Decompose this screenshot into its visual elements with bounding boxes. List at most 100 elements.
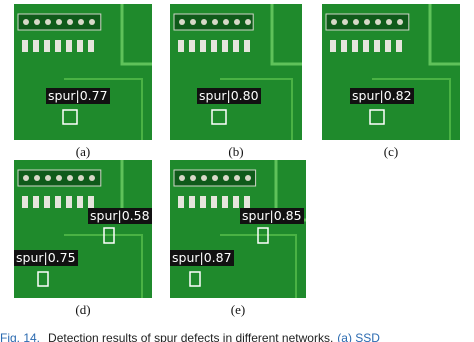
- pcb-pad: [223, 175, 229, 181]
- detection-label: spur|0.77: [48, 88, 108, 103]
- panel: [170, 160, 306, 298]
- detection-tag: [88, 208, 152, 224]
- detection-label: spur|0.82: [352, 88, 412, 103]
- subfigure-label: (d): [75, 302, 90, 317]
- pcb-component: [55, 40, 61, 52]
- pcb-pad: [364, 19, 370, 25]
- pcb-component: [178, 196, 184, 208]
- pcb-pad: [331, 19, 337, 25]
- pcb-pad: [245, 19, 251, 25]
- pcb-component: [189, 196, 195, 208]
- panel: [14, 4, 152, 140]
- caption: Fig. 14. Detection results of spur defect…: [0, 331, 380, 342]
- pcb-component: [44, 196, 50, 208]
- pcb-component: [88, 196, 94, 208]
- defect-box: [189, 271, 201, 287]
- pcb-component: [211, 40, 217, 52]
- pcb-trace: [270, 4, 302, 66]
- pcb-component: [341, 40, 347, 52]
- pcb-component: [22, 40, 28, 52]
- pcb-component: [222, 196, 228, 208]
- detection-tag: [46, 88, 110, 104]
- pcb-component: [385, 40, 391, 52]
- defect-box: [257, 227, 269, 244]
- pcb-pad: [56, 175, 62, 181]
- detection-label: spur|0.58: [90, 208, 150, 223]
- subfigure-label: (b): [228, 144, 243, 159]
- pcb-pad: [234, 19, 240, 25]
- detection-label: spur|0.87: [172, 250, 232, 265]
- pcb-component: [244, 40, 250, 52]
- pcb-pad: [34, 19, 40, 25]
- pcb-pad: [190, 175, 196, 181]
- pcb-pad: [353, 19, 359, 25]
- caption-number: Fig. 14.: [0, 331, 40, 342]
- caption-link[interactable]: (a) SSD: [337, 331, 380, 342]
- pcb-pad: [342, 19, 348, 25]
- pcb-component: [374, 40, 380, 52]
- detection-tag: [170, 250, 234, 266]
- pcb-component: [88, 40, 94, 52]
- defect-box: [37, 271, 49, 287]
- detection-label: spur|0.80: [199, 88, 259, 103]
- pcb-trace: [428, 4, 460, 66]
- panel: [322, 4, 460, 140]
- pcb-component: [330, 40, 336, 52]
- pcb-component: [244, 196, 250, 208]
- pcb-component: [200, 196, 206, 208]
- detection-label: spur|0.75: [16, 250, 76, 265]
- defect-box: [369, 109, 385, 125]
- pcb-pad: [245, 175, 251, 181]
- pcb-component: [22, 196, 28, 208]
- pcb-pad: [179, 19, 185, 25]
- pcb-component: [44, 40, 50, 52]
- pcb-component: [33, 40, 39, 52]
- pcb-trace: [372, 78, 451, 140]
- pcb-trace: [220, 234, 297, 298]
- pcb-component: [233, 40, 239, 52]
- pcb-component: [66, 196, 72, 208]
- detection-tag: [14, 250, 78, 266]
- pcb-component: [189, 40, 195, 52]
- pcb-pad: [190, 19, 196, 25]
- pcb-pad: [223, 19, 229, 25]
- pcb-trace: [64, 234, 143, 298]
- detection-tag: [240, 208, 304, 224]
- caption-text: Detection results of spur defects in dif…: [48, 331, 333, 342]
- pcb-component: [211, 196, 217, 208]
- pcb-component: [178, 40, 184, 52]
- subfigure-label: (a): [76, 144, 90, 159]
- panel: [14, 160, 152, 298]
- pcb-pad: [375, 19, 381, 25]
- pcb-pad: [34, 175, 40, 181]
- pcb-pad: [201, 19, 207, 25]
- pcb-trace: [120, 4, 152, 66]
- pcb-component: [200, 40, 206, 52]
- pcb-pad: [386, 19, 392, 25]
- pcb-pad: [56, 19, 62, 25]
- pcb-pad: [234, 175, 240, 181]
- pcb-component: [363, 40, 369, 52]
- pcb-pad: [78, 175, 84, 181]
- subfigure-label: (e): [231, 302, 245, 317]
- pcb-component: [77, 40, 83, 52]
- panel: [170, 4, 302, 140]
- pcb-pad: [67, 175, 73, 181]
- pcb-pad: [89, 19, 95, 25]
- pcb-pad: [397, 19, 403, 25]
- pcb-component: [233, 196, 239, 208]
- defect-box: [62, 109, 78, 125]
- detection-tag: [350, 88, 414, 104]
- pcb-pad: [78, 19, 84, 25]
- pcb-pad: [45, 175, 51, 181]
- pcb-pad: [67, 19, 73, 25]
- pcb-pad: [212, 175, 218, 181]
- pcb-component: [396, 40, 402, 52]
- pcb-component: [222, 40, 228, 52]
- pcb-pad: [179, 175, 185, 181]
- pcb-component: [352, 40, 358, 52]
- detection-label: spur|0.85: [242, 208, 302, 223]
- subfigure-label: (c): [384, 144, 398, 159]
- pcb-component: [66, 40, 72, 52]
- pcb-pad: [201, 175, 207, 181]
